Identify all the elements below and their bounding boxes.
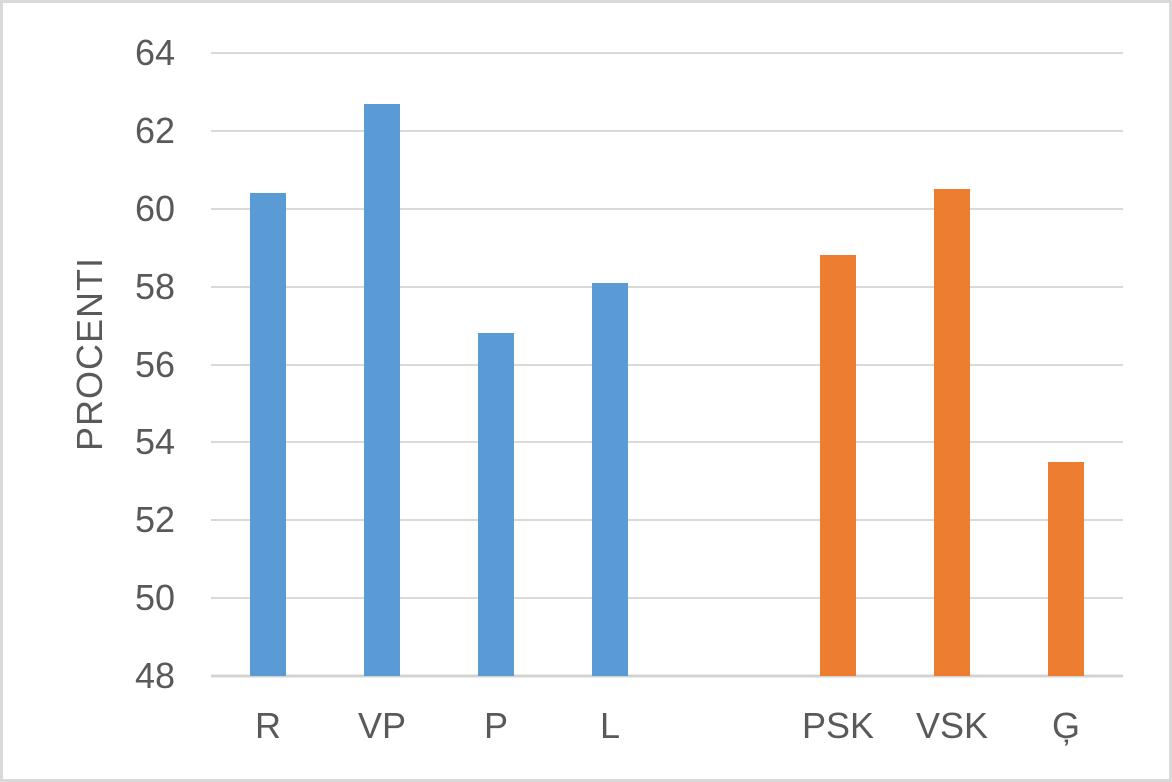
gridline-58 [211,285,1123,288]
y-tick-label-60: 60 [134,187,175,229]
bar-Ģ [1048,461,1084,676]
y-tick-label-58: 58 [134,265,175,307]
bar-VSK [934,189,970,676]
gridline-50 [211,597,1123,600]
y-tick-label-64: 64 [134,32,175,73]
bar-L [592,282,628,676]
y-tick-label-48: 48 [134,655,175,696]
bar-R [250,193,286,676]
y-tick-label-54: 54 [134,421,175,463]
x-tick-label-Ģ: Ģ [1051,705,1080,746]
x-tick-label-VP: VP [357,705,407,746]
y-tick-label-62: 62 [134,109,175,151]
y-tick-label-52: 52 [134,499,175,541]
gridline-60 [211,207,1123,210]
gridline-64 [211,52,1123,54]
x-tick-label-VSK: VSK [915,705,989,746]
gridline-62 [211,129,1123,132]
gridline-52 [211,519,1123,522]
x-tick-label-P: P [483,705,508,746]
bar-VP [364,103,400,676]
y-tick-label-56: 56 [134,343,175,385]
gridline-56 [211,363,1123,366]
gridline-54 [211,441,1123,444]
y-tick-label-50: 50 [134,577,175,619]
x-tick-label-L: L [599,705,621,746]
x-tick-label-PSK: PSK [801,705,875,746]
bar-PSK [820,255,856,676]
x-tick-label-R: R [255,705,281,746]
x-axis-line [211,674,1123,678]
bar-P [478,333,514,676]
